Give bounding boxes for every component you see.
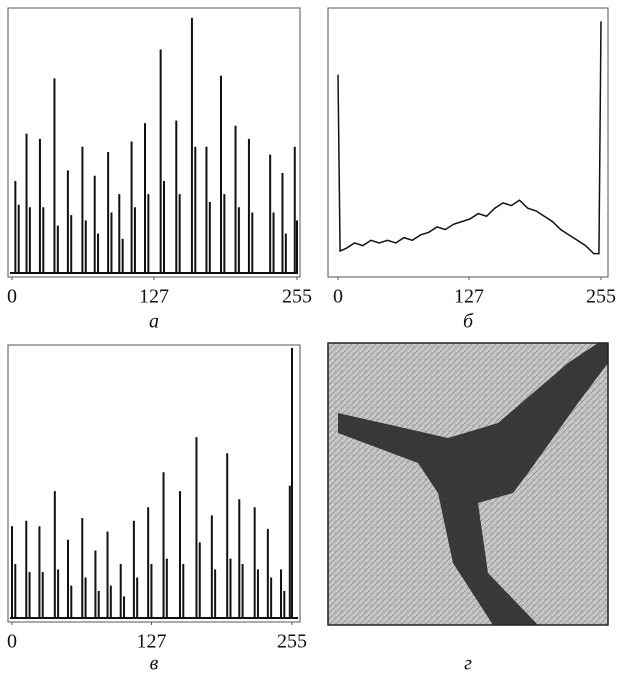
- photo-frame: [327, 342, 609, 626]
- x-tick-label: 0: [7, 286, 17, 308]
- x-tick-label: 255: [282, 286, 312, 308]
- x-tick-label: 255: [586, 286, 616, 308]
- caption: в: [150, 653, 159, 675]
- photo-dark-region: [338, 343, 608, 625]
- x-tick-label: 0: [333, 286, 343, 308]
- x-tick-label: 127: [136, 631, 166, 653]
- plot-frame: [7, 344, 301, 623]
- caption: г: [464, 653, 472, 675]
- caption: б: [463, 311, 474, 333]
- plot-frame: [7, 7, 301, 278]
- histogram-line: [337, 21, 602, 255]
- plot-frame: [327, 7, 609, 278]
- caption: а: [149, 311, 159, 333]
- x-tick-label: 127: [454, 286, 484, 308]
- x-tick-label: 127: [139, 286, 169, 308]
- photo: [327, 342, 609, 626]
- x-tick-label: 0: [7, 631, 17, 653]
- x-tick-label: 255: [277, 631, 307, 653]
